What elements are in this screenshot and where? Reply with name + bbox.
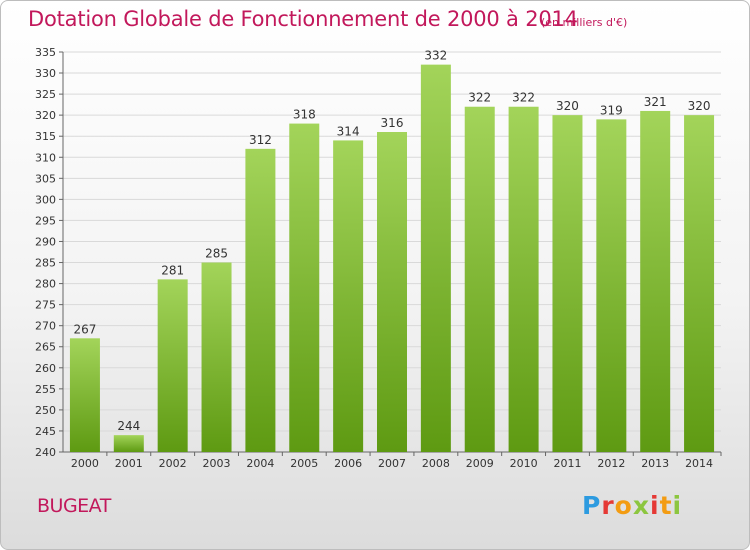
data-label-2012: 319 [600, 103, 623, 117]
data-label-2003: 285 [205, 247, 228, 261]
data-label-2002: 281 [161, 263, 184, 277]
y-tick-label: 260 [35, 362, 56, 375]
x-tick-label: 2004 [246, 457, 274, 470]
data-label-2007: 316 [381, 116, 404, 130]
bar-2009 [464, 106, 495, 452]
bar-2007 [377, 132, 407, 452]
data-label-2008: 332 [424, 49, 447, 63]
y-tick-label: 305 [35, 172, 56, 185]
y-tick-label: 315 [35, 130, 56, 143]
bar-2006 [333, 140, 364, 452]
unit-note: (en milliers d'€) [541, 16, 628, 29]
x-tick-label: 2003 [203, 457, 231, 470]
bar-2001 [113, 435, 144, 452]
y-tick-label: 320 [35, 109, 56, 122]
x-tick-label: 2000 [71, 457, 99, 470]
data-label-2009: 322 [468, 91, 491, 105]
y-tick-label: 310 [35, 151, 56, 164]
bar-2011 [552, 115, 583, 452]
bar-2004 [245, 148, 276, 452]
bar-2000 [69, 338, 100, 452]
y-tick-label: 330 [35, 67, 56, 80]
y-tick-label: 275 [35, 299, 56, 312]
x-tick-label: 2014 [685, 457, 713, 470]
data-label-2000: 267 [73, 322, 96, 336]
chart-title: Dotation Globale de Fonctionnement de 20… [28, 7, 578, 31]
x-tick-label: 2013 [641, 457, 669, 470]
data-label-2013: 321 [644, 95, 667, 109]
y-tick-label: 280 [35, 278, 56, 291]
bar-2002 [157, 279, 188, 452]
x-tick-label: 2012 [597, 457, 625, 470]
y-tick-label: 270 [35, 320, 56, 333]
y-tick-label: 240 [35, 446, 56, 459]
data-label-2014: 320 [688, 99, 711, 113]
x-tick-label: 2006 [334, 457, 362, 470]
y-tick-label: 250 [35, 404, 56, 417]
bar-2014 [684, 115, 715, 452]
y-tick-label: 255 [35, 383, 56, 396]
y-tick-label: 295 [35, 214, 56, 227]
y-tick-label: 335 [35, 46, 56, 59]
y-tick-label: 300 [35, 193, 56, 206]
data-label-2005: 318 [293, 108, 316, 122]
data-label-2001: 244 [117, 419, 140, 433]
x-tick-label: 2009 [466, 457, 494, 470]
x-tick-label: 2010 [510, 457, 538, 470]
x-tick-label: 2011 [553, 457, 581, 470]
y-tick-label: 285 [35, 257, 56, 270]
bar-2005 [289, 123, 320, 452]
data-label-2004: 312 [249, 133, 272, 147]
bar-2003 [201, 262, 232, 452]
bar-2008 [420, 64, 451, 452]
x-tick-label: 2001 [115, 457, 143, 470]
proxiti-logo: Proxiti [582, 491, 683, 520]
bar-2013 [640, 110, 671, 453]
x-tick-label: 2007 [378, 457, 406, 470]
x-tick-label: 2005 [290, 457, 318, 470]
data-labels: 267 244 281 285 312 318 314 316 332 322 322 320 319 3… [73, 49, 710, 434]
bar-2012 [596, 119, 627, 453]
commune-name: BUGEAT [37, 495, 111, 517]
y-tick-label: 245 [35, 425, 56, 438]
x-tick-label: 2008 [422, 457, 450, 470]
y-tick-label: 325 [35, 88, 56, 101]
bar-2010 [508, 106, 539, 452]
y-tick-label: 290 [35, 235, 56, 248]
bars [69, 64, 715, 453]
data-label-2006: 314 [337, 124, 360, 138]
x-tick-label: 2002 [159, 457, 187, 470]
data-label-2010: 322 [512, 91, 535, 105]
y-tick-label: 265 [35, 341, 56, 354]
data-label-2011: 320 [556, 99, 579, 113]
